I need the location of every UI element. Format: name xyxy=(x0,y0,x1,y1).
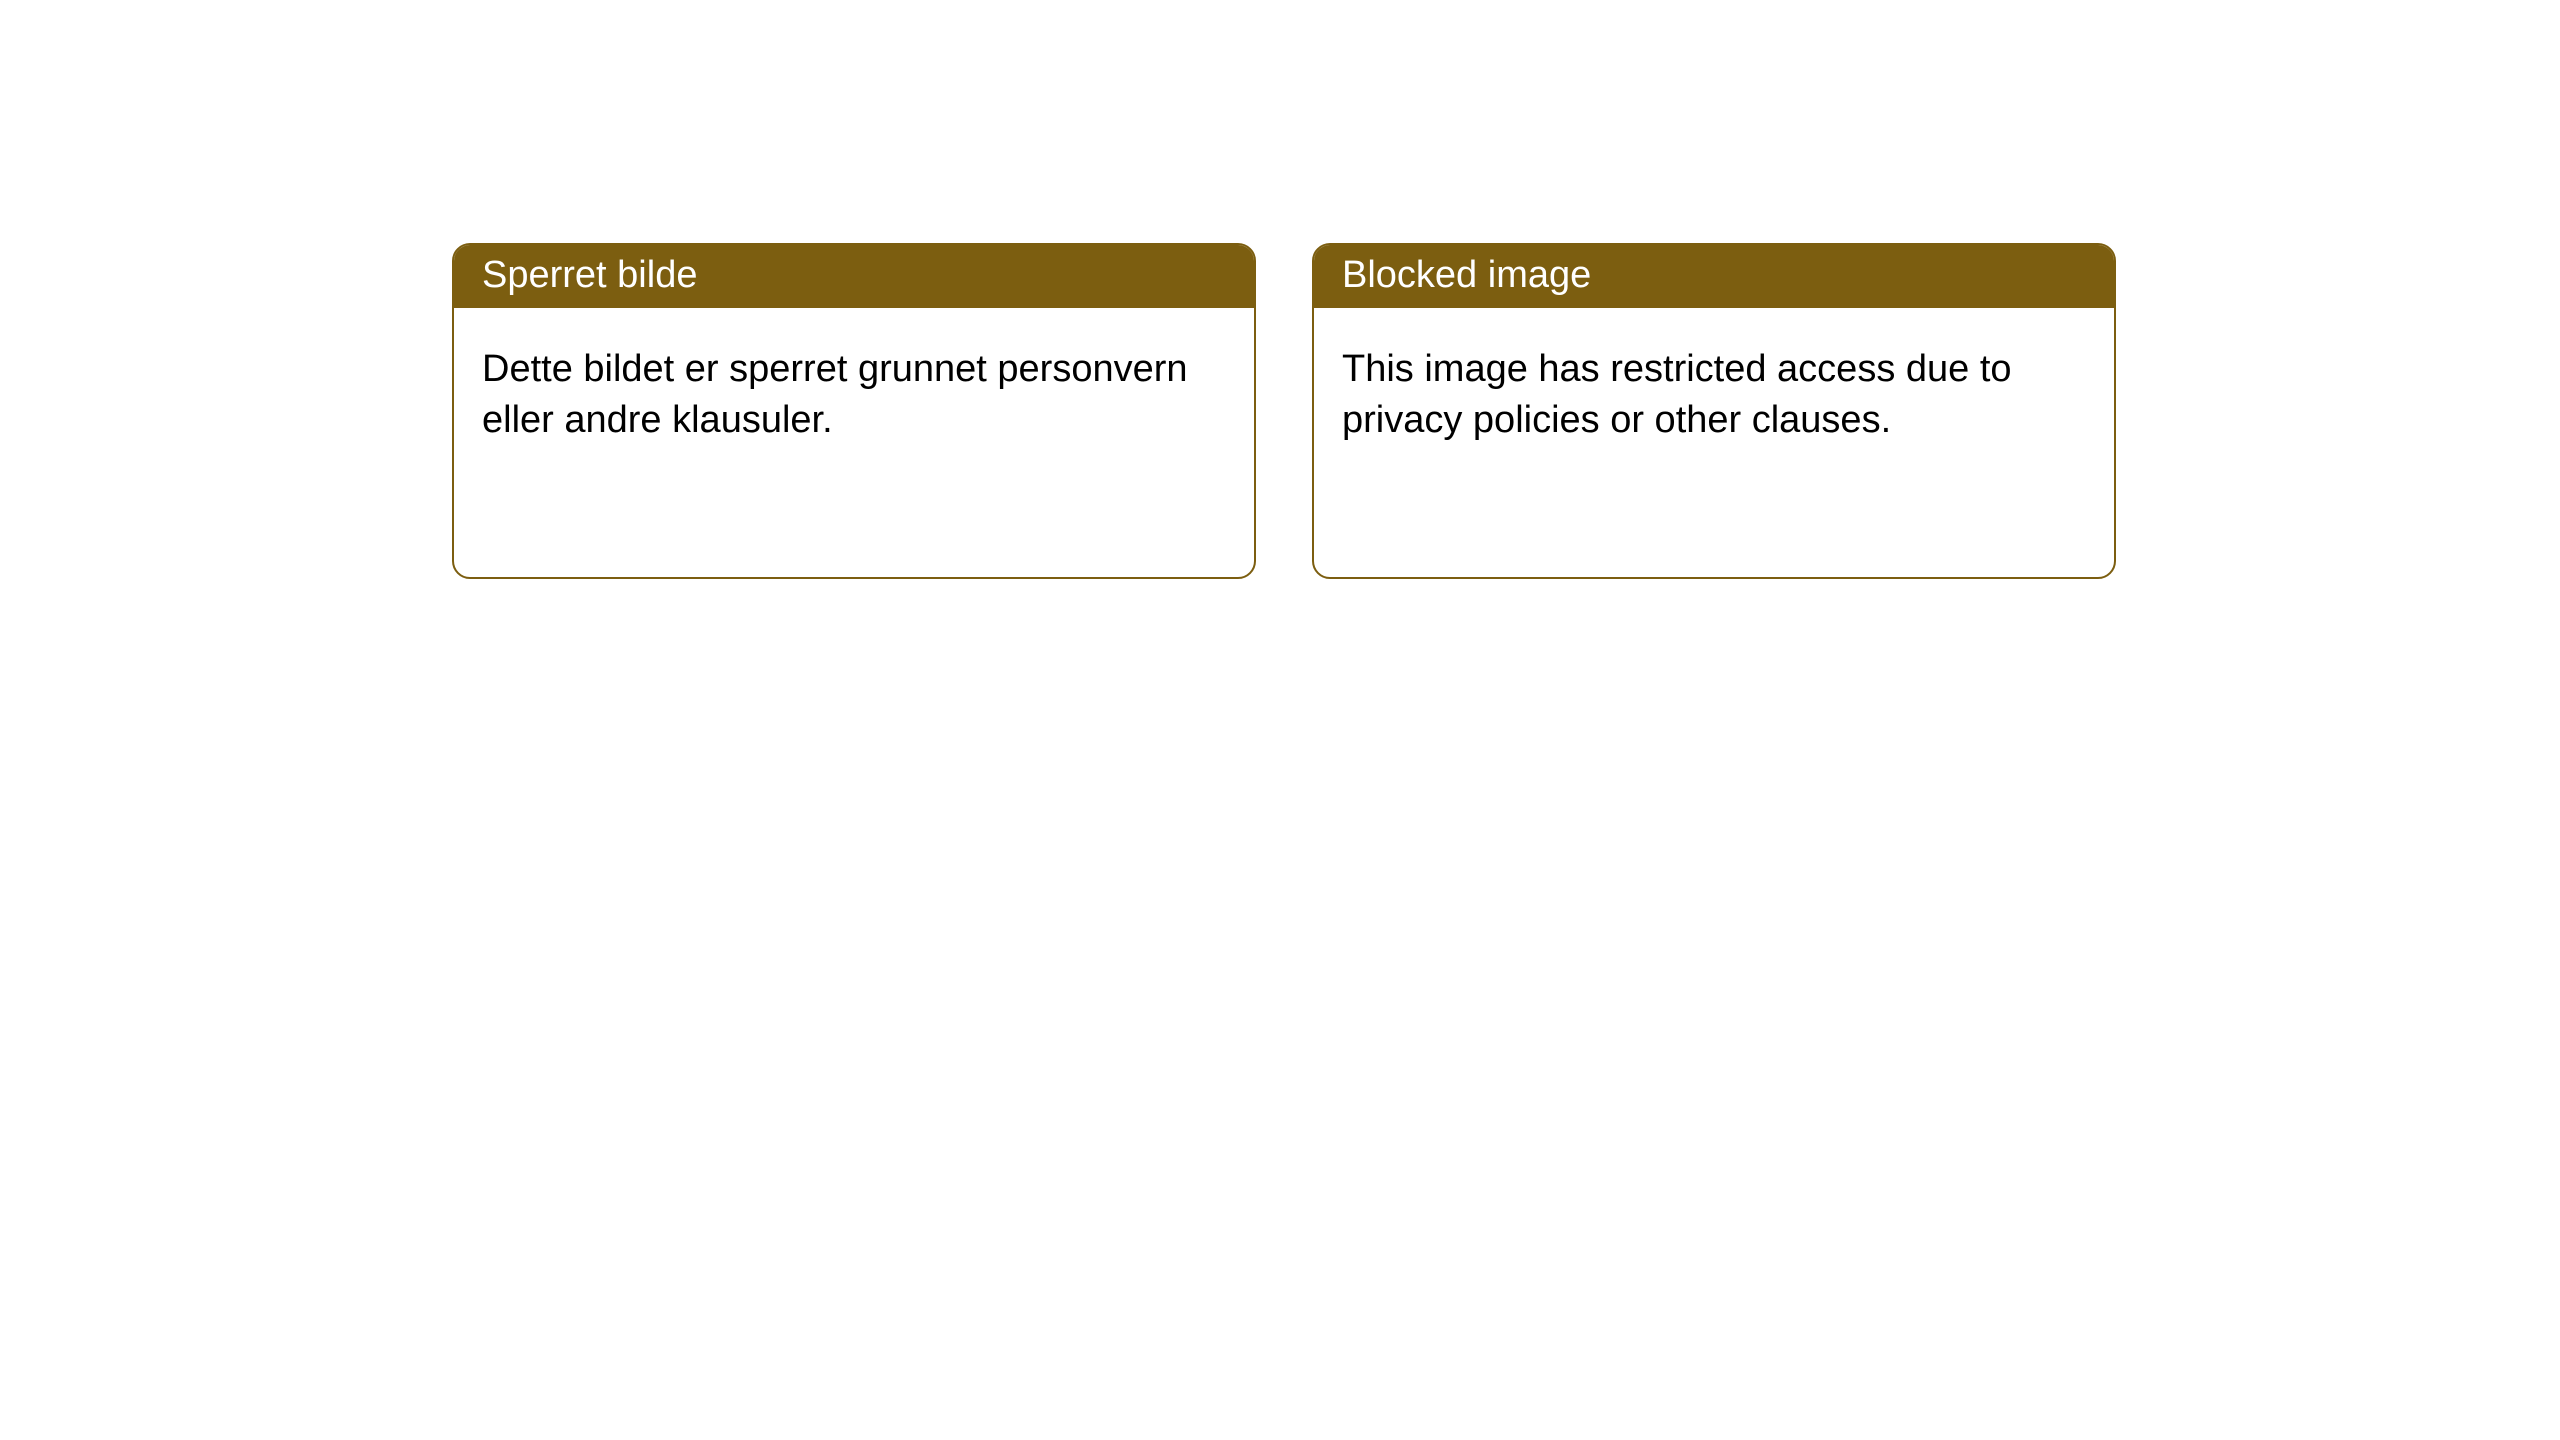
notice-header-english: Blocked image xyxy=(1314,245,2114,308)
notice-body-norwegian: Dette bildet er sperret grunnet personve… xyxy=(454,308,1254,475)
notice-header-norwegian: Sperret bilde xyxy=(454,245,1254,308)
notice-body-english: This image has restricted access due to … xyxy=(1314,308,2114,475)
notice-card-norwegian: Sperret bilde Dette bildet er sperret gr… xyxy=(452,243,1256,579)
notice-container: Sperret bilde Dette bildet er sperret gr… xyxy=(452,243,2116,579)
notice-card-english: Blocked image This image has restricted … xyxy=(1312,243,2116,579)
